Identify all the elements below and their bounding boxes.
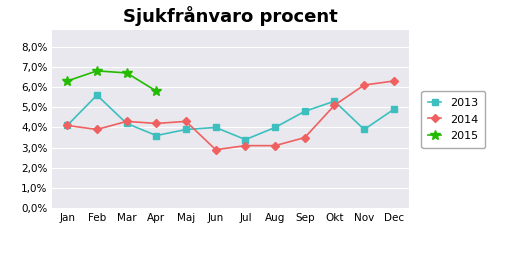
2013 [153, 134, 159, 137]
2015 [94, 69, 100, 72]
2013 [391, 108, 397, 111]
2014 [124, 120, 130, 123]
2013 [94, 94, 100, 97]
2013 [272, 126, 278, 129]
2015 [64, 80, 70, 83]
2014 [361, 84, 367, 87]
2015 [124, 71, 130, 74]
2014 [64, 124, 70, 127]
2014 [272, 144, 278, 147]
Line: 2013: 2013 [64, 92, 397, 142]
2014 [331, 104, 337, 107]
2013 [124, 122, 130, 125]
2014 [183, 120, 189, 123]
2014 [94, 128, 100, 131]
2014 [213, 148, 219, 151]
2013 [361, 128, 367, 131]
Line: 2014: 2014 [64, 78, 397, 152]
2014 [302, 136, 308, 139]
2013 [213, 126, 219, 129]
2013 [64, 124, 70, 127]
2013 [302, 110, 308, 113]
2013 [242, 138, 248, 141]
2014 [242, 144, 248, 147]
2014 [391, 80, 397, 83]
Legend: 2013, 2014, 2015: 2013, 2014, 2015 [421, 91, 485, 148]
2013 [331, 100, 337, 103]
Title: Sjukfrånvaro procent: Sjukfrånvaro procent [123, 6, 338, 26]
2015 [153, 90, 159, 93]
Line: 2015: 2015 [62, 66, 161, 96]
2013 [183, 128, 189, 131]
2014 [153, 122, 159, 125]
